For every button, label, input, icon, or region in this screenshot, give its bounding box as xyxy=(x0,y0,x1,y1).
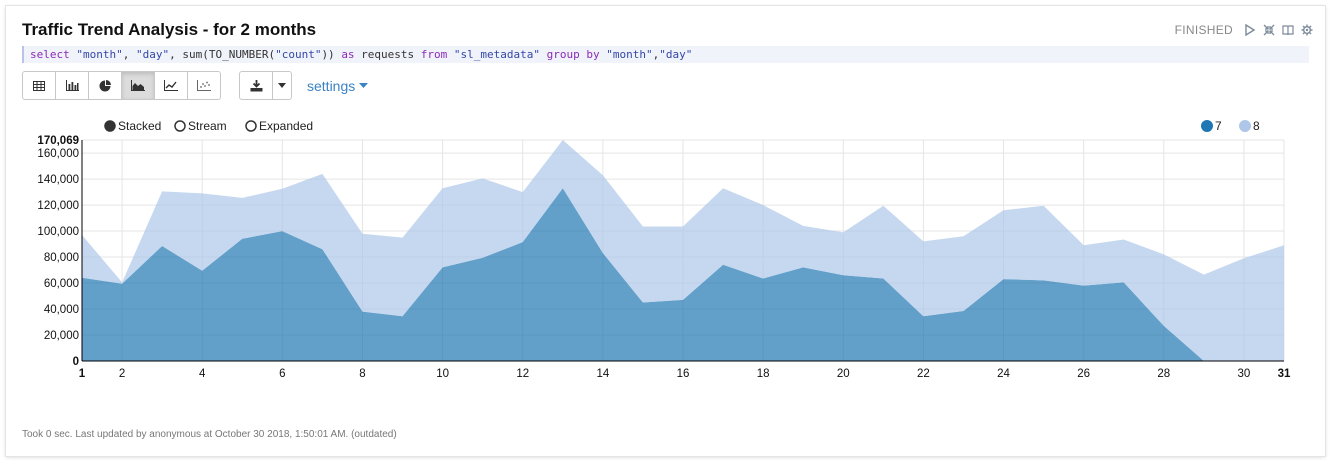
style-option-label[interactable]: Expanded xyxy=(259,119,313,133)
y-tick-label: 100,000 xyxy=(37,226,79,238)
y-tick-label: 160,000 xyxy=(37,148,79,160)
gear-icon[interactable] xyxy=(1301,24,1313,36)
x-tick-label: 2 xyxy=(119,368,125,380)
table-icon xyxy=(33,80,45,91)
x-tick-label: 8 xyxy=(359,368,365,380)
x-tick-label: 26 xyxy=(1077,368,1090,380)
run-icon[interactable] xyxy=(1244,24,1256,36)
status-text: FINISHED xyxy=(1174,23,1233,37)
query-token: "day" xyxy=(135,48,170,61)
y-tick-label: 80,000 xyxy=(44,252,79,264)
style-option-label[interactable]: Stacked xyxy=(118,119,161,133)
query-token: as xyxy=(341,48,355,61)
x-tick-label: 30 xyxy=(1238,368,1251,380)
query-token: "month" xyxy=(76,48,123,61)
query-token: sum(TO_NUMBER( xyxy=(182,48,276,61)
style-option-radio[interactable] xyxy=(174,120,186,132)
status-bar: FINISHED xyxy=(1175,23,1313,37)
x-tick-label: 24 xyxy=(997,368,1010,380)
query-token: "month" xyxy=(606,48,653,61)
x-tick-label: 18 xyxy=(757,368,770,380)
x-tick-label: 10 xyxy=(436,368,449,380)
series-area-7 xyxy=(82,188,1284,361)
y-tick-label: 120,000 xyxy=(37,200,79,212)
download-options-button[interactable] xyxy=(272,71,292,100)
x-tick-label: 6 xyxy=(279,368,285,380)
settings-dropdown[interactable]: settings xyxy=(307,77,369,94)
x-tick-label: 28 xyxy=(1157,368,1170,380)
paragraph-footer: Took 0 sec. Last updated by anonymous at… xyxy=(22,429,397,440)
settings-label: settings xyxy=(307,77,356,94)
x-tick-label: 1 xyxy=(79,368,86,380)
legend-swatch-8[interactable] xyxy=(1239,120,1251,132)
query-token: "sl_metadata" xyxy=(453,48,541,61)
x-tick-label: 4 xyxy=(199,368,206,380)
query-token: , xyxy=(652,48,660,61)
caret-down-icon xyxy=(359,83,369,88)
bar-chart-icon xyxy=(65,80,79,91)
download-icon xyxy=(250,79,262,91)
query-token: , xyxy=(122,48,136,61)
download-group xyxy=(239,71,292,100)
y-tick-label: 170,069 xyxy=(37,135,79,147)
view-type-group xyxy=(22,71,221,100)
y-tick-label: 20,000 xyxy=(44,330,79,342)
y-tick-label: 140,000 xyxy=(37,174,79,186)
y-tick-label: 0 xyxy=(73,356,79,368)
legend-label-7[interactable]: 7 xyxy=(1215,119,1222,133)
book-icon[interactable] xyxy=(1282,24,1294,36)
query-token: group by xyxy=(546,48,600,61)
area-chart-icon xyxy=(131,80,145,91)
chart-toolbar: settings xyxy=(22,71,369,100)
style-option-label[interactable]: Stream xyxy=(188,119,227,133)
collapse-icon[interactable] xyxy=(1263,24,1275,36)
query-token: )) xyxy=(321,48,342,61)
legend-swatch-7[interactable] xyxy=(1201,120,1213,132)
download-button[interactable] xyxy=(239,71,273,100)
query-editor[interactable]: select "month", "day", sum(TO_NUMBER("co… xyxy=(22,46,1309,63)
query-token: from xyxy=(420,48,448,61)
x-tick-label: 14 xyxy=(596,368,609,380)
caret-down-icon xyxy=(278,83,286,88)
line-chart-view-button[interactable] xyxy=(154,71,188,100)
y-tick-label: 60,000 xyxy=(44,278,79,290)
style-option-radio[interactable] xyxy=(104,120,116,132)
query-token: requests xyxy=(354,48,421,61)
bar-chart-view-button[interactable] xyxy=(55,71,89,100)
x-tick-label: 16 xyxy=(677,368,690,380)
x-tick-label: 22 xyxy=(917,368,930,380)
query-token: "count" xyxy=(275,48,322,61)
x-tick-label: 31 xyxy=(1278,368,1291,380)
style-option-radio[interactable] xyxy=(245,120,257,132)
x-tick-label: 12 xyxy=(516,368,529,380)
series-area-8 xyxy=(82,140,1284,361)
query-token: , xyxy=(169,48,183,61)
scatter-chart-view-button[interactable] xyxy=(187,71,221,100)
y-tick-label: 40,000 xyxy=(44,304,79,316)
pie-chart-icon xyxy=(99,79,111,91)
legend-label-8[interactable]: 8 xyxy=(1253,119,1260,133)
x-tick-label: 20 xyxy=(837,368,850,380)
scatter-chart-icon xyxy=(197,80,211,91)
paragraph-title: Traffic Trend Analysis - for 2 months xyxy=(22,20,317,39)
query-token: select xyxy=(30,48,70,61)
line-chart-icon xyxy=(164,80,178,91)
query-token: "day" xyxy=(659,48,693,61)
